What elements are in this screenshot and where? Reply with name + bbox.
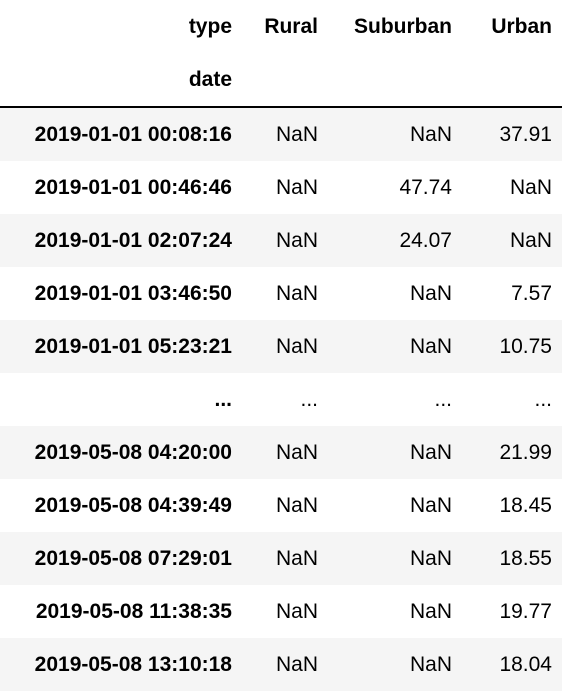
- table-row: 2019-01-01 05:23:21 NaN NaN 10.75: [0, 320, 562, 373]
- cell-rural: NaN: [275, 599, 318, 623]
- cell-suburban: NaN: [409, 599, 452, 623]
- table-row: 2019-05-08 04:39:49 NaN NaN 18.45: [0, 479, 562, 532]
- cell-suburban: NaN: [409, 652, 452, 676]
- table-header: type Rural Suburban Urban date: [0, 0, 562, 108]
- cell-rural: NaN: [275, 281, 318, 305]
- cell-rural: NaN: [275, 228, 318, 252]
- column-header-urban: Urban: [491, 14, 552, 38]
- cell-rural: NaN: [275, 122, 318, 146]
- cell-urban: NaN: [509, 175, 552, 199]
- table-row: 2019-01-01 03:46:50 NaN NaN 7.57: [0, 267, 562, 320]
- row-index-label: 2019-01-01 00:46:46: [34, 175, 232, 199]
- table-row: 2019-05-08 11:38:35 NaN NaN 19.77: [0, 585, 562, 638]
- row-index-label: 2019-05-08 13:10:18: [34, 652, 232, 676]
- row-index-label: 2019-01-01 00:08:16: [34, 122, 232, 146]
- cell-urban: 18.45: [499, 493, 552, 517]
- cell-urban: 37.91: [499, 122, 552, 146]
- cell-rural: NaN: [275, 334, 318, 358]
- table-body: 2019-01-01 00:08:16 NaN NaN 37.91 2019-01-01…: [0, 107, 562, 691]
- cell-suburban: 24.07: [399, 228, 452, 252]
- cell-rural: NaN: [275, 493, 318, 517]
- table-row: 2019-05-08 04:20:00 NaN NaN 21.99: [0, 426, 562, 479]
- index-name-spacer: [328, 53, 462, 108]
- index-name-spacer: [242, 53, 328, 108]
- cell-suburban: NaN: [409, 122, 452, 146]
- cell-suburban: NaN: [409, 281, 452, 305]
- cell-urban: 18.55: [499, 546, 552, 570]
- row-index-label: 2019-01-01 05:23:21: [34, 334, 232, 358]
- cell-urban: 19.77: [499, 599, 552, 623]
- row-index-label: ...: [214, 388, 232, 411]
- cell-suburban: NaN: [409, 546, 452, 570]
- cell-suburban: 47.74: [399, 175, 452, 199]
- row-index-label: 2019-05-08 04:39:49: [34, 493, 232, 517]
- row-index-label: 2019-01-01 03:46:50: [34, 281, 232, 305]
- cell-suburban: NaN: [409, 493, 452, 517]
- row-index-label: 2019-05-08 11:38:35: [35, 599, 232, 623]
- table-row: 2019-05-08 13:10:18 NaN NaN 18.04: [0, 638, 562, 691]
- header-row-index-name: date: [0, 53, 562, 108]
- cell-suburban: NaN: [409, 334, 452, 358]
- cell-suburban: ...: [434, 388, 452, 411]
- cell-urban: 10.75: [499, 334, 552, 358]
- cell-rural: ...: [300, 388, 318, 411]
- cell-suburban: NaN: [409, 440, 452, 464]
- table-row-ellipsis: ............: [0, 373, 562, 426]
- column-header-suburban: Suburban: [354, 14, 452, 38]
- table-row: 2019-01-01 00:46:46 NaN 47.74 NaN: [0, 161, 562, 214]
- columns-level-name: type: [188, 14, 232, 38]
- index-name: date: [0, 53, 242, 108]
- cell-rural: NaN: [275, 175, 318, 199]
- cell-urban: 18.04: [499, 652, 552, 676]
- cell-urban: 7.57: [511, 281, 552, 305]
- header-row-columns: type Rural Suburban Urban: [0, 0, 562, 53]
- cell-rural: NaN: [275, 652, 318, 676]
- table-row: 2019-01-01 00:08:16 NaN NaN 37.91: [0, 107, 562, 161]
- cell-rural: NaN: [275, 440, 318, 464]
- row-index-label: 2019-05-08 04:20:00: [34, 440, 232, 464]
- index-name-spacer: [462, 53, 562, 108]
- cell-urban: 21.99: [499, 440, 552, 464]
- cell-rural: NaN: [275, 546, 318, 570]
- row-index-label: 2019-01-01 02:07:24: [34, 228, 232, 252]
- column-header-rural: Rural: [264, 14, 318, 38]
- table-row: 2019-05-08 07:29:01 NaN NaN 18.55: [0, 532, 562, 585]
- cell-urban: ...: [534, 388, 552, 411]
- row-index-label: 2019-05-08 07:29:01: [34, 546, 232, 570]
- cell-urban: NaN: [509, 228, 552, 252]
- table-row: 2019-01-01 02:07:24 NaN 24.07 NaN: [0, 214, 562, 267]
